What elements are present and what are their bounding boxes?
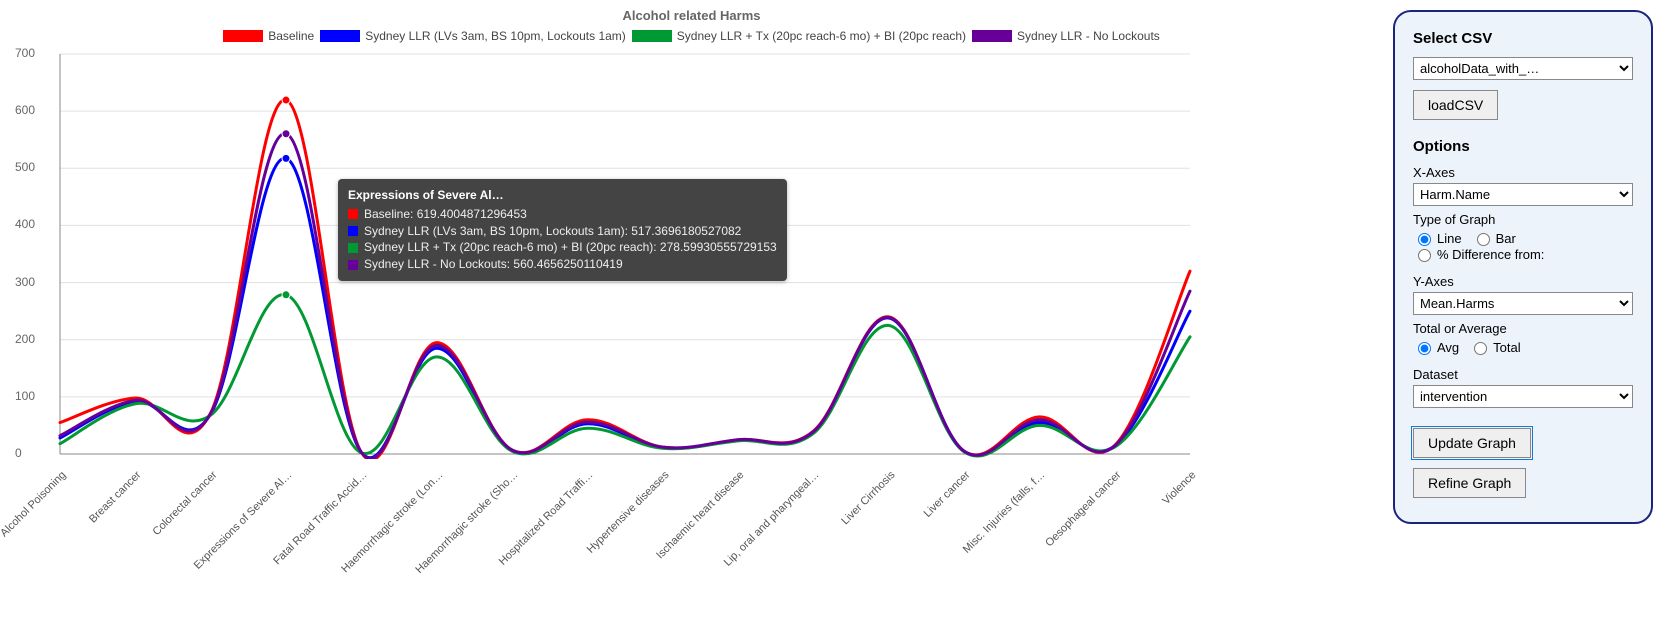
controls-panel: Select CSV alcoholData_with_… loadCSV Op… (1393, 10, 1653, 524)
y-tick-label: 700 (15, 46, 207, 60)
app-root: Alcohol related Harms Baseline Sydney LLR… (0, 0, 1673, 618)
chart-legend: Baseline Sydney LLR (LVs 3am, BS 10pm, Lo… (10, 29, 1373, 43)
hover-point (282, 130, 290, 138)
update-graph-button[interactable]: Update Graph (1413, 428, 1531, 458)
graph-type-label: Type of Graph (1413, 212, 1633, 227)
graph-type-line[interactable]: Line (1413, 230, 1462, 246)
legend-label: Sydney LLR (LVs 3am, BS 10pm, Lockouts 1… (365, 29, 626, 43)
tooltip-row: Baseline: 619.4004871296453 (348, 206, 777, 223)
y-axes-label: Y-Axes (1413, 274, 1633, 289)
legend-item-3[interactable]: Sydney LLR - No Lockouts (972, 29, 1160, 43)
graph-type-bar[interactable]: Bar (1472, 230, 1516, 246)
total-avg-radios: Avg Total (1413, 339, 1633, 355)
options-heading: Options (1413, 138, 1633, 155)
load-csv-button[interactable]: loadCSV (1413, 90, 1498, 120)
y-tick-label: 600 (15, 103, 207, 117)
total-avg-avg[interactable]: Avg (1413, 339, 1459, 355)
tooltip-text: Sydney LLR (LVs 3am, BS 10pm, Lockouts 1… (364, 223, 741, 240)
chart-title: Alcohol related Harms (10, 8, 1373, 23)
legend-label: Sydney LLR + Tx (20pc reach-6 mo) + BI (… (677, 29, 966, 43)
tooltip-swatch (348, 226, 358, 236)
legend-swatch (223, 30, 263, 42)
legend-item-0[interactable]: Baseline (223, 29, 314, 43)
x-tick-label: Violence (1160, 469, 1198, 507)
tooltip-row: Sydney LLR - No Lockouts: 560.4656250110… (348, 256, 777, 273)
graph-type-pct[interactable]: % Difference from: (1413, 246, 1544, 262)
refine-graph-button[interactable]: Refine Graph (1413, 468, 1526, 498)
x-tick-label: Liver Cirrhosis (839, 469, 897, 527)
legend-label: Baseline (268, 29, 314, 43)
dataset-label: Dataset (1413, 367, 1633, 382)
tooltip-row: Sydney LLR (LVs 3am, BS 10pm, Lockouts 1… (348, 223, 777, 240)
total-avg-label: Total or Average (1413, 321, 1633, 336)
hover-point (282, 291, 290, 299)
legend-swatch (972, 30, 1012, 42)
y-tick-label: 200 (15, 332, 207, 346)
x-tick-label: Liver cancer (922, 469, 973, 520)
chart-tooltip: Expressions of Severe Al… Baseline: 619.4… (338, 179, 787, 281)
y-axes-select[interactable]: Mean.Harms (1413, 292, 1633, 315)
csv-select[interactable]: alcoholData_with_… (1413, 57, 1633, 80)
chart-area: Alcohol related Harms Baseline Sydney LLR… (0, 0, 1393, 618)
legend-swatch (632, 30, 672, 42)
select-csv-heading: Select CSV (1413, 30, 1633, 47)
hover-point (282, 96, 290, 104)
x-tick-label: Hypertensive diseases (584, 469, 671, 556)
tooltip-title: Expressions of Severe Al… (348, 187, 777, 204)
y-tick-label: 100 (15, 389, 207, 403)
tooltip-swatch (348, 260, 358, 270)
tooltip-text: Sydney LLR + Tx (20pc reach-6 mo) + BI (… (364, 239, 777, 256)
y-tick-label: 400 (15, 217, 207, 231)
legend-item-2[interactable]: Sydney LLR + Tx (20pc reach-6 mo) + BI (… (632, 29, 966, 43)
legend-item-1[interactable]: Sydney LLR (LVs 3am, BS 10pm, Lockouts 1… (320, 29, 626, 43)
x-axes-select[interactable]: Harm.Name (1413, 183, 1633, 206)
x-tick-label: Alcohol Poisoning (0, 469, 68, 539)
y-tick-label: 0 (15, 446, 207, 460)
y-tick-label: 500 (15, 160, 207, 174)
x-axis-labels: Alcohol PoisoningBreast cancerColorectal… (50, 469, 1200, 579)
x-tick-label: Oesophageal cancer (1043, 469, 1123, 549)
legend-label: Sydney LLR - No Lockouts (1017, 29, 1160, 43)
tooltip-text: Baseline: 619.4004871296453 (364, 206, 527, 223)
tooltip-swatch (348, 209, 358, 219)
plot-wrap: Expressions of Severe Al… Baseline: 619.4… (50, 49, 1363, 469)
x-tick-label: Colorectal cancer (150, 469, 219, 538)
hover-point (282, 154, 290, 162)
tooltip-text: Sydney LLR - No Lockouts: 560.4656250110… (364, 256, 623, 273)
x-tick-label: Breast cancer (87, 469, 143, 525)
legend-swatch (320, 30, 360, 42)
x-tick-label: Misc. Injuries (falls, f… (961, 469, 1048, 556)
tooltip-row: Sydney LLR + Tx (20pc reach-6 mo) + BI (… (348, 239, 777, 256)
total-avg-total[interactable]: Total (1469, 339, 1520, 355)
graph-type-pct-row: % Difference from: (1413, 246, 1633, 262)
dataset-select[interactable]: intervention (1413, 385, 1633, 408)
y-tick-label: 300 (15, 275, 207, 289)
tooltip-swatch (348, 243, 358, 253)
graph-type-radios: Line Bar (1413, 230, 1633, 246)
x-axes-label: X-Axes (1413, 165, 1633, 180)
